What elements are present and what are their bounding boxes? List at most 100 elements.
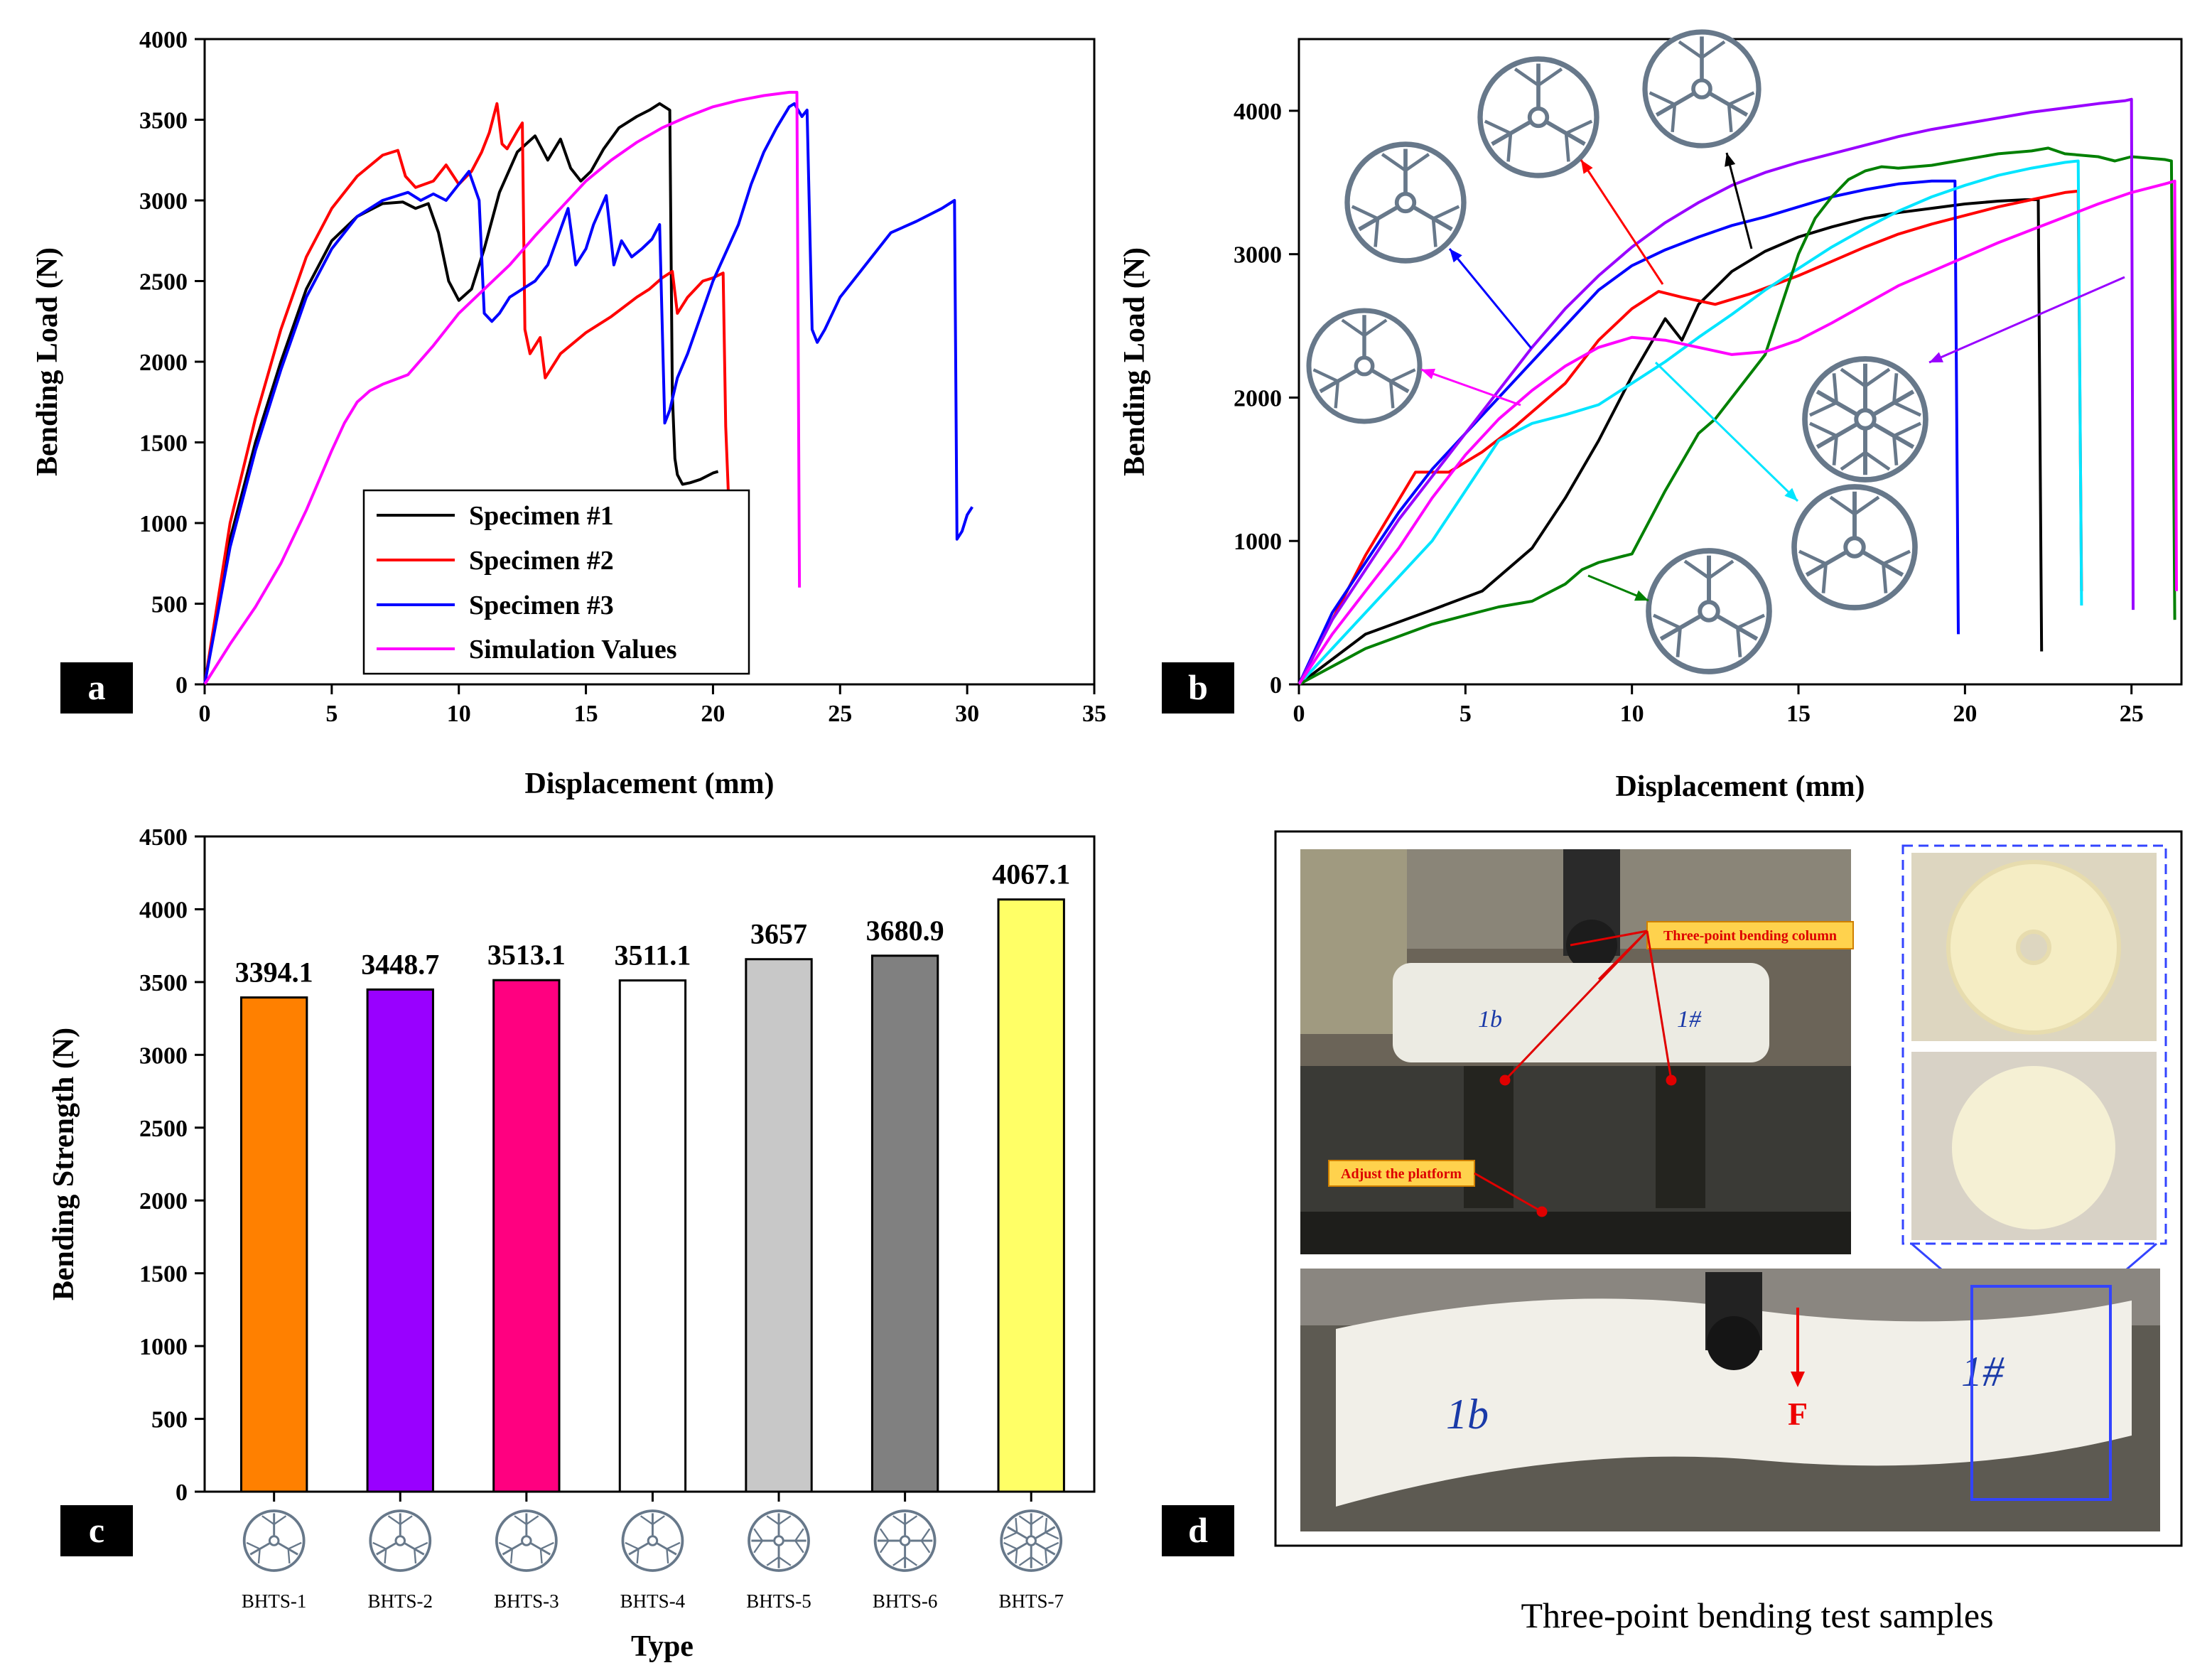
pointer-arrow-b-3 xyxy=(1448,248,1533,349)
bar-value-label: 3511.1 xyxy=(615,939,691,971)
section-highlight-box xyxy=(1970,1285,2112,1501)
legend-label-specimen-3: Specimen #3 xyxy=(469,591,614,620)
panel-a-xtick-label: 30 xyxy=(955,701,979,727)
panel-a-ytick-label: 3000 xyxy=(139,188,188,215)
panel-b-series-line-5 xyxy=(1298,146,2176,686)
panel-b-xtick-label: 5 xyxy=(1460,701,1472,727)
pointer-arrowhead-b-6 xyxy=(1784,488,1798,501)
panel-d-label-box xyxy=(1162,1505,1234,1556)
panel-c-ytick-label: 3500 xyxy=(139,970,188,996)
panel-b-label: b xyxy=(1188,667,1208,707)
panel-a-series-line-4 xyxy=(203,90,802,686)
structure-icon-b-5 xyxy=(1802,356,1928,483)
panel-a-ytick-label: 3500 xyxy=(139,108,188,134)
structure-icon-b-6 xyxy=(1791,484,1918,610)
panel-b-xlabel: Displacement (mm) xyxy=(1615,770,1865,803)
panel-a-xtick-label: 15 xyxy=(574,701,598,727)
bar-bhts-1 xyxy=(240,996,308,1493)
pointer-arrowhead-b-3 xyxy=(1450,249,1462,263)
bar-value-label: 3680.9 xyxy=(866,915,944,947)
panel-c-ytick-label: 2000 xyxy=(139,1188,188,1215)
panel-a-series-line-2 xyxy=(203,102,730,685)
panel-c-ytick-label: 4500 xyxy=(139,824,188,851)
panel-a-label-box xyxy=(60,662,133,714)
structure-icon-b-3 xyxy=(1344,141,1467,264)
bar-bhts-7 xyxy=(997,898,1065,1493)
panel-a-xtick-label: 0 xyxy=(199,701,211,727)
pointer-arrowhead-b-7 xyxy=(1634,590,1649,601)
panel-b-series-line-2 xyxy=(1297,189,2083,685)
category-label: BHTS-5 xyxy=(746,1590,811,1612)
panel-a-ytick-label: 500 xyxy=(151,592,188,618)
category-label: BHTS-3 xyxy=(494,1590,559,1612)
structure-icon-b-7 xyxy=(1646,548,1772,674)
pointer-arrowhead-b-2 xyxy=(1725,153,1736,167)
panel-b-ytick-label: 0 xyxy=(1270,672,1282,699)
panel-b-xtick-label: 20 xyxy=(1953,701,1977,727)
bar-value-label: 4067.1 xyxy=(992,858,1070,890)
bar-value-label: 3513.1 xyxy=(487,939,566,971)
bent-tube xyxy=(1336,1298,2132,1507)
panel-a-ytick-label: 4000 xyxy=(139,27,188,53)
panel-a-legend: Specimen #1 Specimen #2 Specimen #3 Simu… xyxy=(362,489,750,675)
bent-mark-1sharp: 1# xyxy=(1961,1348,2005,1395)
legend-label-specimen-1: Specimen #1 xyxy=(469,501,614,531)
legend-label-simulation: Simulation Values xyxy=(469,635,677,664)
panel-a-xtick-label: 5 xyxy=(325,701,338,727)
pointer-arrow-b-1 xyxy=(1580,159,1664,285)
panel-c-ytick-label: 3000 xyxy=(139,1043,188,1069)
panel-c-ytick-label: 500 xyxy=(151,1407,188,1433)
panel-d-label: d xyxy=(1188,1510,1208,1550)
specimen-tube xyxy=(1393,963,1769,1062)
panel-b-structure-icons xyxy=(1306,29,2125,674)
panel-b-series-line-3 xyxy=(1297,179,1960,685)
panel-a-xtick-label: 35 xyxy=(1082,701,1106,727)
specimen-mark-1b: 1b xyxy=(1478,1006,1502,1033)
photo-test-setup: 1b 1# Three-point bending column Adjust … xyxy=(1300,849,1854,1254)
category-label: BHTS-4 xyxy=(620,1590,686,1612)
structure-icon-b-1 xyxy=(1477,56,1599,178)
panel-b-series-line-7 xyxy=(1297,179,2178,686)
panel-c-ylabel: Bending Strength (N) xyxy=(48,1028,80,1301)
panel-a-xtick-label: 25 xyxy=(828,701,852,727)
bar-bhts-4 xyxy=(618,979,687,1493)
pointer-arrow-b-2 xyxy=(1725,152,1753,249)
photo-cross-sections xyxy=(1901,844,2167,1288)
panel-a-series-line-3 xyxy=(203,102,973,685)
structure-icon-b-2 xyxy=(1642,29,1761,149)
category-label: BHTS-2 xyxy=(368,1590,433,1612)
structure-icon-bhts-5 xyxy=(748,1509,810,1572)
panel-b-ylabel: Bending Load (N) xyxy=(1118,247,1151,476)
category-label: BHTS-6 xyxy=(873,1590,938,1612)
pointer-arrowhead-b-1 xyxy=(1581,160,1593,174)
panel-c-ytick-label: 1000 xyxy=(139,1334,188,1360)
panel-a-ytick-label: 2500 xyxy=(139,269,188,296)
pointer-arrow-b-5 xyxy=(1928,276,2125,364)
panel-b-xtick-label: 10 xyxy=(1620,701,1644,727)
panel-d-photos: 1b 1# Three-point bending column Adjust … xyxy=(1162,830,2183,1635)
panel-a-label: a xyxy=(88,667,106,707)
panel-b-ytick-label: 3000 xyxy=(1234,242,1282,269)
panel-c-ytick-label: 2500 xyxy=(139,1116,188,1142)
panel-b-xtick-label: 0 xyxy=(1293,701,1305,727)
structure-icon-b-4 xyxy=(1306,308,1423,424)
structure-icon-bhts-2 xyxy=(369,1509,432,1572)
bent-mark-1b: 1b xyxy=(1446,1391,1489,1438)
label-three-point-bending-column: Three-point bending column xyxy=(1663,928,1837,944)
panel-c-label: c xyxy=(89,1510,104,1550)
panel-a-ylabel: Bending Load (N) xyxy=(31,247,64,476)
panel-b-series-line-4 xyxy=(1297,159,2083,686)
panel-b-series-line-6 xyxy=(1297,97,2135,685)
panel-b-ytick-label: 4000 xyxy=(1234,99,1282,125)
structure-icon-bhts-3 xyxy=(495,1509,558,1572)
panel-a-xlabel: Displacement (mm) xyxy=(524,768,774,800)
legend-label-specimen-2: Specimen #2 xyxy=(469,546,614,576)
bar-value-label: 3448.7 xyxy=(361,948,439,980)
panel-a-ytick-label: 2000 xyxy=(139,350,188,376)
panel-a-xtick-label: 10 xyxy=(447,701,471,727)
pointer-arrowhead-b-5 xyxy=(1929,352,1943,362)
panel-b-xtick-label: 15 xyxy=(1786,701,1811,727)
panel-a-ytick-label: 0 xyxy=(176,672,188,699)
panel-b-chart: 0 5 10 15 20 25 0 1000 2000 3000 4000 Displacement… xyxy=(1118,29,2183,803)
